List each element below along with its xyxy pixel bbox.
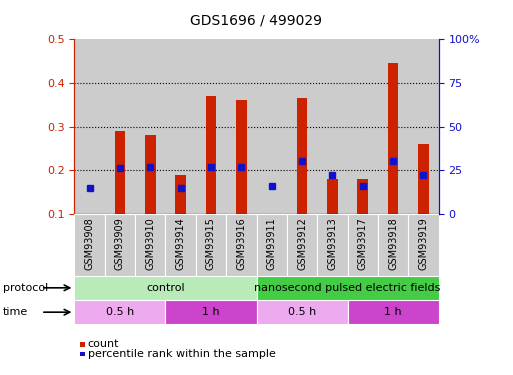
- Text: control: control: [146, 283, 185, 293]
- Text: GSM93913: GSM93913: [327, 217, 338, 270]
- Bar: [256, 39, 287, 214]
- Bar: [408, 214, 439, 276]
- Text: GSM93910: GSM93910: [145, 217, 155, 270]
- Bar: [74, 276, 256, 300]
- Text: GSM93917: GSM93917: [358, 217, 368, 270]
- Text: protocol: protocol: [3, 283, 48, 293]
- Bar: [145, 135, 155, 214]
- Bar: [105, 39, 135, 214]
- Bar: [347, 39, 378, 214]
- Text: 1 h: 1 h: [384, 307, 402, 317]
- Text: GSM93912: GSM93912: [297, 217, 307, 270]
- Text: GSM93909: GSM93909: [115, 217, 125, 270]
- Text: GSM93911: GSM93911: [267, 217, 277, 270]
- Text: nanosecond pulsed electric fields: nanosecond pulsed electric fields: [254, 283, 441, 293]
- Bar: [236, 100, 247, 214]
- Text: GSM93914: GSM93914: [175, 217, 186, 270]
- Bar: [196, 39, 226, 214]
- Bar: [256, 300, 348, 324]
- Bar: [256, 276, 439, 300]
- Bar: [175, 174, 186, 214]
- Text: GSM93916: GSM93916: [236, 217, 246, 270]
- Bar: [317, 214, 348, 276]
- Bar: [347, 214, 378, 276]
- Bar: [165, 300, 256, 324]
- Bar: [74, 214, 105, 276]
- Bar: [378, 214, 408, 276]
- Text: GDS1696 / 499029: GDS1696 / 499029: [190, 13, 323, 27]
- Bar: [327, 179, 338, 214]
- Bar: [226, 39, 256, 214]
- Text: 1 h: 1 h: [202, 307, 220, 317]
- Bar: [348, 300, 439, 324]
- Bar: [358, 179, 368, 214]
- Bar: [317, 39, 347, 214]
- Bar: [74, 39, 105, 214]
- Text: GSM93919: GSM93919: [419, 217, 428, 270]
- Bar: [165, 39, 196, 214]
- Text: GSM93908: GSM93908: [85, 217, 94, 270]
- Text: count: count: [88, 339, 119, 349]
- Bar: [114, 131, 125, 214]
- Bar: [408, 39, 439, 214]
- Bar: [378, 39, 408, 214]
- Bar: [418, 144, 429, 214]
- Bar: [256, 214, 287, 276]
- Bar: [226, 214, 256, 276]
- Text: time: time: [3, 307, 28, 317]
- Bar: [196, 214, 226, 276]
- Bar: [105, 214, 135, 276]
- Text: GSM93915: GSM93915: [206, 217, 216, 270]
- Bar: [165, 214, 196, 276]
- Bar: [388, 63, 399, 214]
- Bar: [287, 214, 317, 276]
- Bar: [287, 39, 317, 214]
- Text: percentile rank within the sample: percentile rank within the sample: [88, 349, 275, 359]
- Bar: [206, 96, 216, 214]
- Bar: [74, 300, 165, 324]
- Bar: [135, 39, 165, 214]
- Text: GSM93918: GSM93918: [388, 217, 398, 270]
- Bar: [297, 98, 307, 214]
- Text: 0.5 h: 0.5 h: [106, 307, 134, 317]
- Text: 0.5 h: 0.5 h: [288, 307, 316, 317]
- Bar: [135, 214, 165, 276]
